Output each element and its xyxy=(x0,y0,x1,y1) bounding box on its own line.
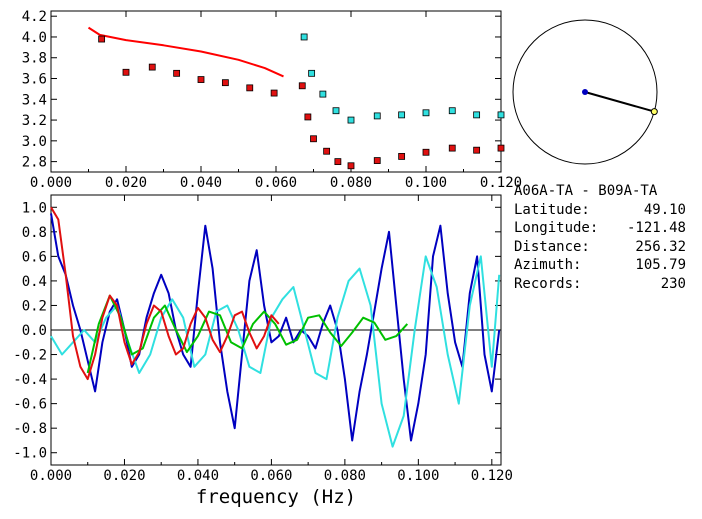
y-tick-label: 0.2 xyxy=(22,298,47,314)
y-tick-label: -0.6 xyxy=(13,397,47,413)
x-tick-label: 0.060 xyxy=(250,468,292,484)
longitude-row: Longitude: -121.48 xyxy=(514,219,686,238)
data-point xyxy=(197,76,205,83)
series-line-2 xyxy=(86,294,409,374)
series-line-0 xyxy=(87,26,284,78)
x-tick-label: 0.040 xyxy=(180,175,222,191)
x-tick-label: 0.020 xyxy=(103,468,145,484)
data-point xyxy=(270,89,278,97)
y-tick-label: 0.6 xyxy=(22,249,47,265)
azimuth-circle xyxy=(512,19,658,165)
distance-row: Distance: 256.32 xyxy=(514,238,686,257)
data-point xyxy=(304,113,312,121)
y-tick-label: 3.6 xyxy=(22,72,47,88)
data-point xyxy=(298,82,306,90)
distance-value: 256.32 xyxy=(635,238,686,255)
y-tick-label: 3.0 xyxy=(22,134,47,150)
data-point xyxy=(310,135,317,143)
x-tick-label: 0.060 xyxy=(255,175,297,191)
data-point xyxy=(122,68,130,76)
y-tick-label: 3.4 xyxy=(22,92,47,108)
y-tick-label: 4.0 xyxy=(22,30,47,46)
longitude-value: -121.48 xyxy=(626,220,686,237)
x-tick-label: 0.120 xyxy=(480,175,522,191)
x-tick-label: 0.040 xyxy=(177,468,219,484)
data-point xyxy=(173,69,181,77)
series-line-1 xyxy=(50,255,501,448)
station-b-dot xyxy=(650,108,658,116)
data-point xyxy=(221,79,229,87)
azimuth-value: 105.79 xyxy=(635,257,686,274)
data-point xyxy=(473,146,481,154)
data-point xyxy=(246,84,254,92)
distance-label: Distance: xyxy=(514,238,590,255)
data-point xyxy=(398,153,406,160)
x-tick-label: 0.120 xyxy=(471,468,513,484)
data-point xyxy=(373,112,381,120)
records-label: Records: xyxy=(514,275,582,292)
data-point xyxy=(308,69,316,77)
data-point xyxy=(300,33,308,41)
x-tick-label: 0.080 xyxy=(330,175,372,191)
x-tick-label: 0.100 xyxy=(397,468,439,484)
data-point xyxy=(334,158,342,166)
x-tick-label: 0.020 xyxy=(105,175,147,191)
data-point xyxy=(319,90,327,98)
data-point xyxy=(347,116,355,124)
data-point xyxy=(497,111,505,119)
x-tick-label: 0.080 xyxy=(324,468,366,484)
data-point xyxy=(148,63,156,71)
station-pair-title: A06A-TA - B09A-TA xyxy=(514,183,658,199)
data-point xyxy=(398,111,406,119)
y-tick-label: 3.2 xyxy=(22,113,47,129)
longitude-label: Longitude: xyxy=(514,220,599,237)
x-tick-label: 0.000 xyxy=(30,468,72,484)
y-tick-label: 0.8 xyxy=(22,225,47,241)
station-info: A06A-TA - B09A-TA Latitude: 49.10 Longitu… xyxy=(514,182,686,294)
station-a-dot xyxy=(582,89,588,95)
data-point xyxy=(373,157,381,164)
latitude-row: Latitude: 49.10 xyxy=(514,201,686,220)
y-tick-label: 0.4 xyxy=(22,274,47,290)
data-point xyxy=(98,35,106,43)
azimuth-line xyxy=(584,91,655,113)
data-point xyxy=(448,144,456,152)
x-tick-label: 0.000 xyxy=(30,175,72,191)
data-point xyxy=(332,107,340,115)
data-point xyxy=(422,148,430,156)
y-tick-label: 2.8 xyxy=(22,155,47,171)
x-tick-label: 0.100 xyxy=(405,175,447,191)
data-point xyxy=(347,162,355,170)
records-value: 230 xyxy=(660,275,686,292)
azimuth-row: Azimuth: 105.79 xyxy=(514,256,686,275)
y-tick-label: -1.0 xyxy=(13,446,47,462)
y-tick-label: 4.2 xyxy=(22,9,47,25)
y-tick-label: 0.0 xyxy=(22,323,47,339)
data-point xyxy=(323,147,331,155)
velocity-panel: 0.000 0.020 0.040 0.060 0.080 0.100 0.120 2.8 3.… xyxy=(22,9,522,191)
data-point xyxy=(473,111,481,119)
y-tick-label: -0.4 xyxy=(13,372,47,388)
records-row: Records: 230 xyxy=(514,275,686,294)
y-tick-label: 3.8 xyxy=(22,51,47,67)
series-line-0 xyxy=(50,213,501,442)
latitude-label: Latitude: xyxy=(514,201,590,218)
data-point xyxy=(448,107,456,115)
data-point xyxy=(422,109,430,117)
azimuth-diagram xyxy=(512,19,658,165)
latitude-value: 49.10 xyxy=(643,201,686,218)
y-tick-label: 1.0 xyxy=(22,200,47,216)
y-tick-label: -0.2 xyxy=(13,348,47,364)
data-point xyxy=(497,144,505,152)
x-axis-label: frequency (Hz) xyxy=(196,486,356,508)
azimuth-label: Azimuth: xyxy=(514,257,582,274)
series-line-3 xyxy=(50,206,280,381)
y-tick-label: -0.8 xyxy=(13,421,47,437)
correlation-panel: 0.000 0.020 0.040 0.060 0.080 0.100 0.120 1.0 0.… xyxy=(13,194,513,508)
